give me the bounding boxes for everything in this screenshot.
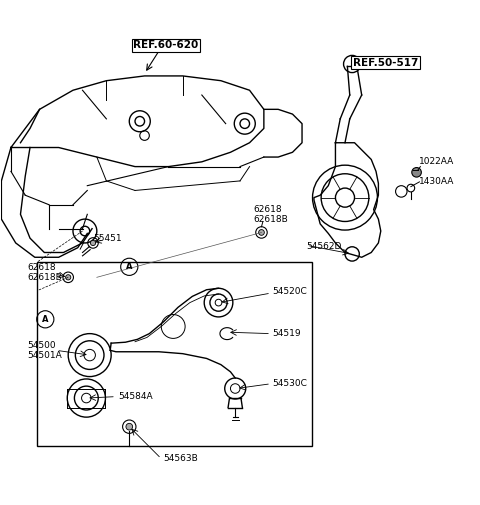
Text: 54530C: 54530C xyxy=(272,379,307,388)
Circle shape xyxy=(126,423,132,430)
Circle shape xyxy=(90,240,96,245)
Circle shape xyxy=(412,168,421,177)
Text: A: A xyxy=(126,262,132,271)
Text: 1022AA: 1022AA xyxy=(419,158,454,166)
Text: REF.60-620: REF.60-620 xyxy=(133,40,199,50)
Circle shape xyxy=(66,275,71,280)
Text: 54562D: 54562D xyxy=(306,242,341,251)
Text: 62618
62618B: 62618 62618B xyxy=(28,263,62,282)
Circle shape xyxy=(259,230,264,235)
Text: 62618
62618B: 62618 62618B xyxy=(253,205,288,224)
Text: 54520C: 54520C xyxy=(272,287,307,296)
Text: 54584A: 54584A xyxy=(118,392,153,401)
Text: 54519: 54519 xyxy=(272,329,300,338)
Text: 1430AA: 1430AA xyxy=(419,177,455,186)
Text: 54563B: 54563B xyxy=(164,454,198,463)
Text: A: A xyxy=(42,315,48,324)
Text: 54500
54501A: 54500 54501A xyxy=(28,341,62,360)
Text: 55451: 55451 xyxy=(93,234,121,243)
Text: REF.50-517: REF.50-517 xyxy=(353,58,418,68)
